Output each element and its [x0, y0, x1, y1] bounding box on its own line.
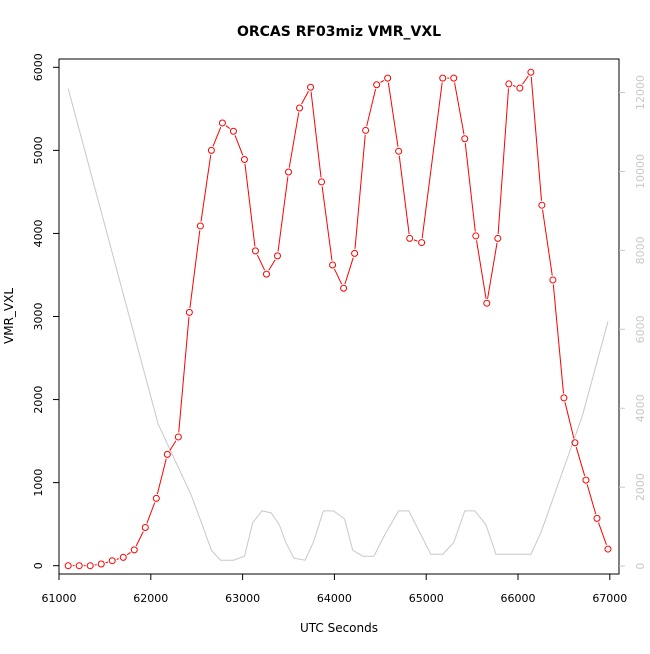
y2-tick-label: 10000	[634, 154, 647, 189]
primary-series-segment	[106, 562, 108, 563]
y2-tick-label: 6000	[634, 315, 647, 343]
primary-series-segment	[117, 559, 119, 560]
y-tick-label: 1000	[32, 469, 45, 497]
x-axis-label: UTC Seconds	[300, 621, 378, 635]
y2-tick-label: 0	[634, 563, 647, 570]
y2-tick-label: 12000	[634, 75, 647, 110]
y2-tick-label: 4000	[634, 394, 647, 422]
x-tick-label: 65000	[409, 592, 444, 605]
y2-tick-label: 2000	[634, 473, 647, 501]
chart-title: ORCAS RF03miz VMR_VXL	[237, 24, 441, 40]
y-tick-label: 0	[32, 562, 45, 569]
y-tick-label: 3000	[32, 303, 45, 331]
y-tick-label: 6000	[32, 53, 45, 81]
y-tick-label: 5000	[32, 136, 45, 164]
y-axis-label: VMR_VXL	[2, 288, 16, 344]
y-tick-label: 4000	[32, 219, 45, 247]
x-tick-label: 67000	[592, 592, 627, 605]
x-tick-label: 62000	[133, 592, 168, 605]
x-tick-label: 61000	[42, 592, 77, 605]
y-tick-label: 2000	[32, 386, 45, 414]
x-tick-label: 64000	[317, 592, 352, 605]
y2-tick-label: 8000	[634, 236, 647, 264]
x-tick-label: 63000	[225, 592, 260, 605]
x-tick-label: 66000	[501, 592, 536, 605]
